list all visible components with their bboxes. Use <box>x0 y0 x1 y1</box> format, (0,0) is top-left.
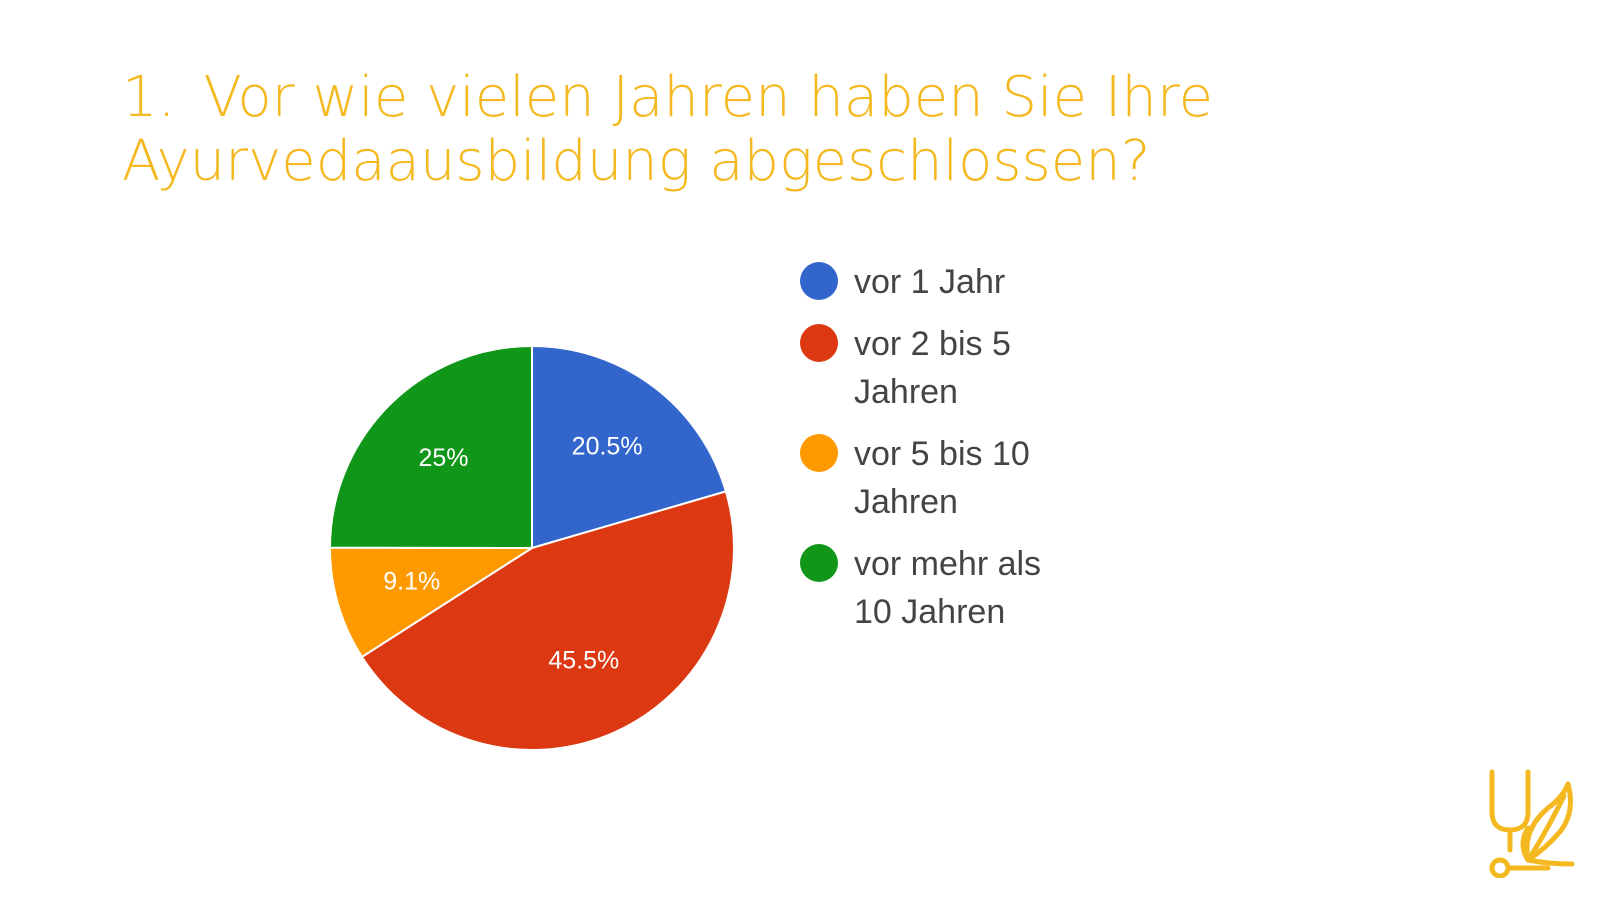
legend-swatch <box>800 262 838 300</box>
legend-item-vor-1-jahr: vor 1 Jahr <box>800 258 1120 306</box>
slide-title: 1. Vor wie vielen Jahren haben Sie Ihre A… <box>122 66 1322 194</box>
slice-data-label: 45.5% <box>548 647 619 675</box>
legend-swatch <box>800 434 838 472</box>
legend-label: vor 1 Jahr <box>854 263 1006 301</box>
stethoscope-leaf-icon <box>1489 769 1575 878</box>
legend-item-vor-2-bis-5-jahren: vor 2 bis 5 Jahren <box>800 320 1120 416</box>
pie-slice-2 <box>329 546 536 659</box>
slice-data-label: 25% <box>418 444 468 472</box>
question-text: Vor wie vielen Jahren haben Sie Ihre Ayu… <box>122 65 1214 194</box>
legend-item-vor-5-bis-10-jahren: vor 5 bis 10 Jahren <box>800 430 1120 526</box>
pie-slice-0 <box>531 344 728 550</box>
legend-item-vor-mehr-als-10-jahren: vor mehr als 10 Jahren <box>800 540 1120 636</box>
pie-slice-1 <box>360 490 735 751</box>
legend-swatch <box>800 544 838 582</box>
legend-label: vor 2 bis 5 Jahren <box>854 325 1011 411</box>
legend-label: vor mehr als 10 Jahren <box>854 545 1042 631</box>
slice-data-label: 20.5% <box>572 432 643 460</box>
question-number: 1. <box>122 65 176 130</box>
legend-swatch <box>800 324 838 362</box>
chart-legend: vor 1 Jahr vor 2 bis 5 Jahren vor 5 bis … <box>800 258 1120 650</box>
pie-slice-3 <box>328 344 533 550</box>
pie-chart: 20.5% 45.5% 9.1% 25% <box>328 344 735 751</box>
legend-label: vor 5 bis 10 Jahren <box>854 435 1030 521</box>
slice-data-label: 9.1% <box>383 568 440 596</box>
